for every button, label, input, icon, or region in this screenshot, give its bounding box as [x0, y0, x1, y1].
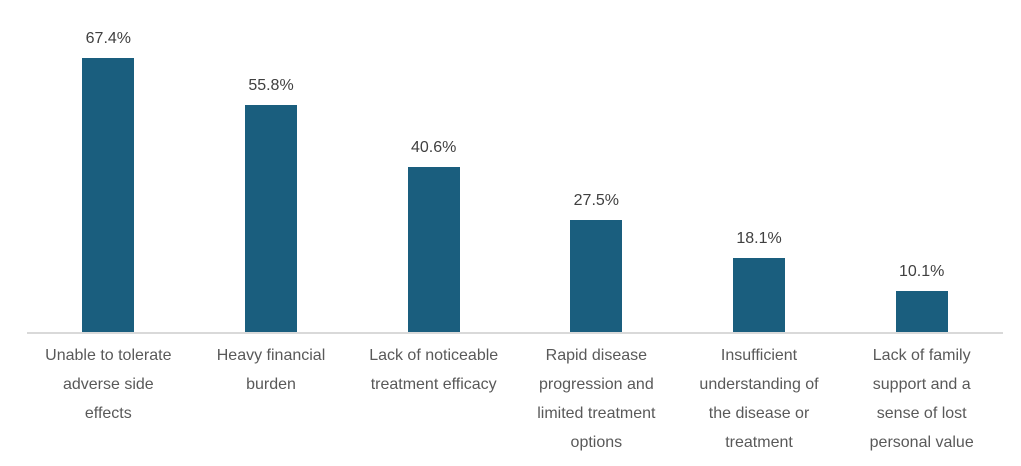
- category-label: Heavy financial burden: [216, 347, 326, 393]
- category-label: Lack of family support and a sense of lost…: [869, 347, 974, 451]
- bar: [407, 167, 460, 332]
- bar: [245, 105, 297, 332]
- bar-value-label: 55.8%: [248, 77, 294, 95]
- bar: [82, 58, 135, 332]
- bar-slot: 55.8%: [190, 0, 353, 332]
- plot-area: 67.4% 55.8% 40.6% 27.5% 18.1% 10.1%: [27, 0, 1003, 332]
- bar-value-label: 10.1%: [899, 262, 945, 280]
- category-label: Rapid disease progression and limited trea…: [537, 347, 656, 451]
- bar-slot: 18.1%: [678, 0, 841, 332]
- bar-slot: 40.6%: [352, 0, 515, 332]
- category-label: Unable to tolerate adverse side effects: [45, 347, 172, 422]
- bar-value-label: 18.1%: [736, 230, 782, 248]
- bar: [570, 220, 623, 332]
- bar-value-label: 27.5%: [573, 192, 620, 210]
- bar-slot: 67.4%: [27, 0, 190, 332]
- bar-slot: 10.1%: [840, 0, 1003, 332]
- bar: [733, 258, 786, 332]
- bar-value-label: 67.4%: [85, 30, 132, 48]
- x-axis-line: [27, 332, 1003, 334]
- bar: [895, 290, 948, 332]
- category-axis-labels: Unable to tolerate adverse side effects Hea…: [27, 341, 1003, 457]
- category-label: Insufficient understanding of the disease …: [699, 347, 819, 451]
- category-label: Lack of noticeable treatment efficacy: [369, 347, 499, 393]
- bar-slot: 27.5%: [515, 0, 678, 332]
- bar-value-label: 40.6%: [410, 139, 457, 157]
